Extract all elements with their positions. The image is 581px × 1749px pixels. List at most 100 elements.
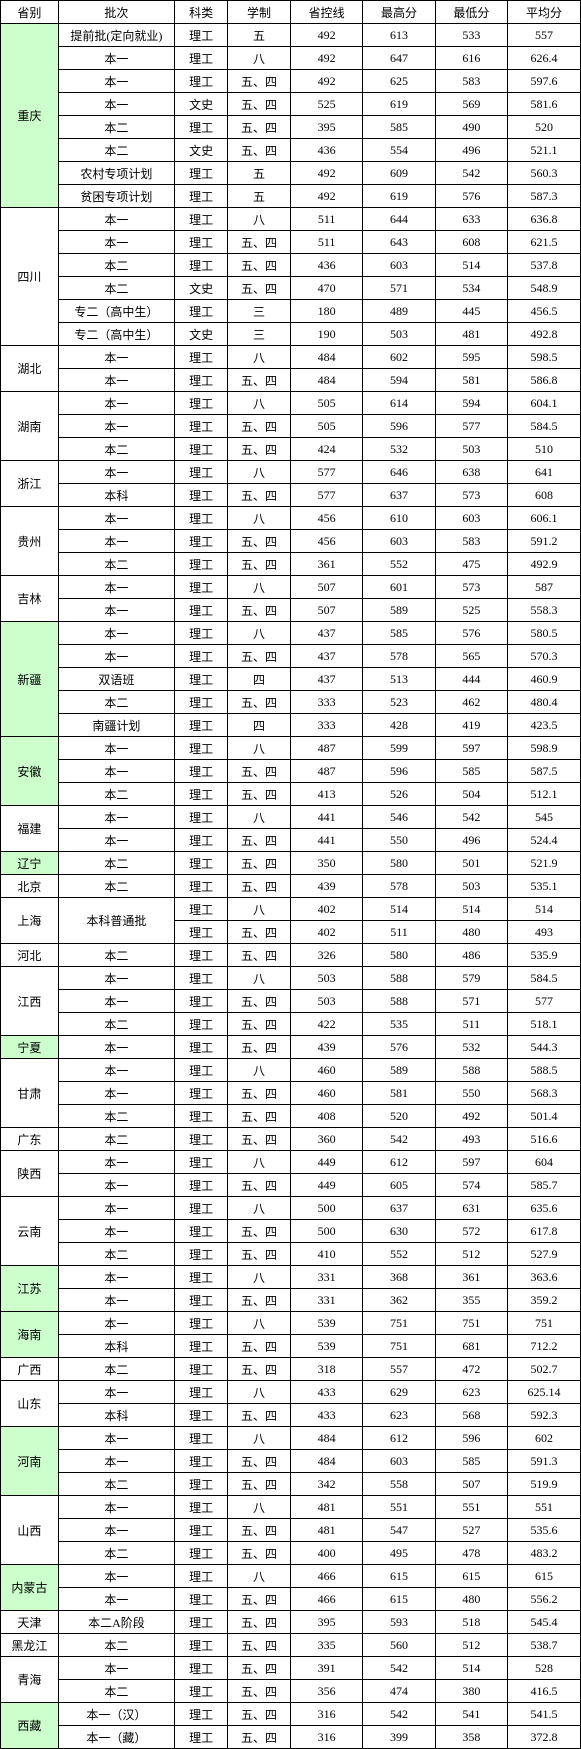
data-cell: 五、四 xyxy=(228,829,291,852)
data-cell: 理工 xyxy=(175,944,228,967)
province-cell: 辽宁 xyxy=(1,852,59,875)
data-cell: 496 xyxy=(435,829,507,852)
table-row: 贵州本一理工八456610603606.1 xyxy=(1,507,581,530)
data-cell: 363.6 xyxy=(508,1266,581,1289)
table-row: 本一理工五、四449605574585.7 xyxy=(1,1174,581,1197)
header-cell: 省别 xyxy=(1,1,59,24)
data-cell: 514 xyxy=(363,898,435,921)
data-cell: 502.7 xyxy=(508,1358,581,1381)
data-cell: 五、四 xyxy=(228,875,291,898)
data-cell: 595 xyxy=(435,346,507,369)
data-cell: 583 xyxy=(435,530,507,553)
data-cell: 理工 xyxy=(175,829,228,852)
data-cell: 理工 xyxy=(175,1588,228,1611)
data-cell: 587.3 xyxy=(508,185,581,208)
data-cell: 359.2 xyxy=(508,1289,581,1312)
table-row: 本一理工五、四466615480556.2 xyxy=(1,1588,581,1611)
data-cell: 本一 xyxy=(58,1266,174,1289)
data-cell: 358 xyxy=(435,1726,507,1749)
data-cell: 589 xyxy=(363,599,435,622)
data-cell: 本一 xyxy=(58,1519,174,1542)
table-row: 西藏本一（汉）理工五、四316542541541.5 xyxy=(1,1703,581,1726)
data-cell: 602 xyxy=(508,1427,581,1450)
data-cell: 本二 xyxy=(58,1128,174,1151)
data-cell: 603 xyxy=(363,1450,435,1473)
data-cell: 本一 xyxy=(58,346,174,369)
data-cell: 本二 xyxy=(58,1680,174,1703)
data-cell: 五、四 xyxy=(228,1220,291,1243)
data-cell: 八 xyxy=(228,1381,291,1404)
data-cell: 524.4 xyxy=(508,829,581,852)
data-cell: 615 xyxy=(363,1565,435,1588)
data-cell: 489 xyxy=(363,300,435,323)
data-cell: 342 xyxy=(290,1473,362,1496)
table-row: 本科理工五、四539751681712.2 xyxy=(1,1335,581,1358)
data-cell: 本一 xyxy=(58,47,174,70)
data-cell: 391 xyxy=(290,1657,362,1680)
data-cell: 423.5 xyxy=(508,714,581,737)
data-cell: 八 xyxy=(228,461,291,484)
data-cell: 647 xyxy=(363,47,435,70)
data-cell: 560.3 xyxy=(508,162,581,185)
data-cell: 481 xyxy=(290,1496,362,1519)
data-cell: 419 xyxy=(435,714,507,737)
data-cell: 316 xyxy=(290,1726,362,1749)
data-cell: 577 xyxy=(290,484,362,507)
data-cell: 理工 xyxy=(175,1059,228,1082)
data-cell: 507 xyxy=(435,1473,507,1496)
province-cell: 贵州 xyxy=(1,507,59,576)
data-cell: 理工 xyxy=(175,369,228,392)
data-cell: 542 xyxy=(435,162,507,185)
data-cell: 理工 xyxy=(175,576,228,599)
data-cell: 603 xyxy=(435,507,507,530)
table-row: 湖南本一理工八505614594604.1 xyxy=(1,392,581,415)
data-cell: 理工 xyxy=(175,1680,228,1703)
data-cell: 486 xyxy=(435,944,507,967)
province-cell: 西藏 xyxy=(1,1703,59,1749)
data-cell: 588.5 xyxy=(508,1059,581,1082)
data-cell: 本一 xyxy=(58,1657,174,1680)
data-cell: 493 xyxy=(435,1128,507,1151)
data-cell: 521.1 xyxy=(508,139,581,162)
data-cell: 532 xyxy=(435,1036,507,1059)
data-cell: 484 xyxy=(290,346,362,369)
data-cell: 503 xyxy=(290,990,362,1013)
table-row: 辽宁本二理工五、四350580501521.9 xyxy=(1,852,581,875)
data-cell: 五、四 xyxy=(228,277,291,300)
table-row: 本一理工五、四505596577584.5 xyxy=(1,415,581,438)
data-cell: 361 xyxy=(290,553,362,576)
data-cell: 356 xyxy=(290,1680,362,1703)
data-cell: 544.3 xyxy=(508,1036,581,1059)
data-cell: 八 xyxy=(228,1059,291,1082)
data-cell: 五、四 xyxy=(228,1473,291,1496)
data-cell: 理工 xyxy=(175,783,228,806)
data-cell: 433 xyxy=(290,1381,362,1404)
header-row: 省别批次科类学制省控线最高分最低分平均分 xyxy=(1,1,581,24)
table-row: 本二理工五、四413526504512.1 xyxy=(1,783,581,806)
data-cell: 510 xyxy=(508,438,581,461)
data-cell: 本二 xyxy=(58,1243,174,1266)
province-cell: 河北 xyxy=(1,944,59,967)
data-cell: 572 xyxy=(435,1220,507,1243)
table-row: 本一理工五、四484603585591.3 xyxy=(1,1450,581,1473)
province-cell: 宁夏 xyxy=(1,1036,59,1059)
data-cell: 496 xyxy=(435,139,507,162)
table-row: 专二（高中生）理工三180489445456.5 xyxy=(1,300,581,323)
data-cell: 568 xyxy=(435,1404,507,1427)
data-cell: 335 xyxy=(290,1634,362,1657)
data-cell: 520 xyxy=(508,116,581,139)
data-cell: 361 xyxy=(435,1266,507,1289)
data-cell: 理工 xyxy=(175,1266,228,1289)
data-cell: 本一 xyxy=(58,231,174,254)
data-cell: 五、四 xyxy=(228,1703,291,1726)
data-cell: 492 xyxy=(290,47,362,70)
data-cell: 644 xyxy=(363,208,435,231)
data-cell: 577 xyxy=(435,415,507,438)
data-cell: 本一 xyxy=(58,70,174,93)
data-cell: 591.3 xyxy=(508,1450,581,1473)
data-cell: 525 xyxy=(290,93,362,116)
data-cell: 484 xyxy=(290,369,362,392)
data-cell: 519.9 xyxy=(508,1473,581,1496)
data-cell: 190 xyxy=(290,323,362,346)
data-cell: 理工 xyxy=(175,1611,228,1634)
